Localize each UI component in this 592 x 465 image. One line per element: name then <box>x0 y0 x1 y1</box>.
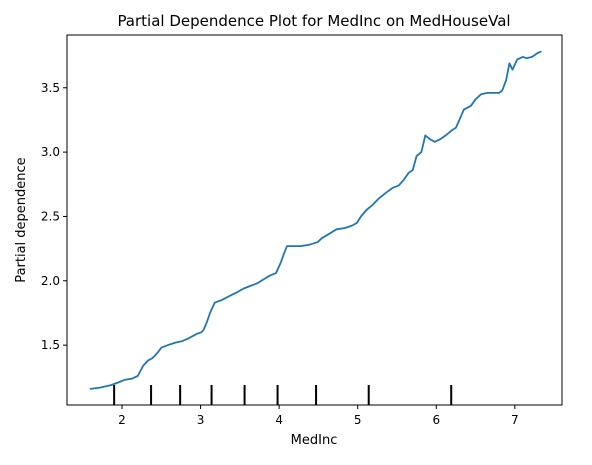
chart-title: Partial Dependence Plot for MedInc on Me… <box>117 12 510 30</box>
y-tick-label: 3.5 <box>41 81 60 95</box>
axes-frame <box>66 34 563 406</box>
x-tick-label: 7 <box>511 413 519 427</box>
x-tick-label: 6 <box>432 413 440 427</box>
plot-area <box>89 50 542 405</box>
series-line <box>89 50 542 390</box>
y-tick-label: 3.0 <box>41 145 60 159</box>
x-axis: 2 3 4 5 6 7 <box>118 405 519 427</box>
y-axis-label: Partial dependence <box>14 157 29 282</box>
y-tick-label: 2.5 <box>41 209 60 223</box>
x-tick-label: 4 <box>275 413 283 427</box>
x-axis-label: MedInc <box>291 433 338 448</box>
x-tick-label: 5 <box>354 413 362 427</box>
y-tick-label: 2.0 <box>41 274 60 288</box>
x-tick-label: 3 <box>197 413 205 427</box>
y-axis: 1.5 2.0 2.5 3.0 3.5 <box>41 81 67 352</box>
x-tick-label: 2 <box>118 413 126 427</box>
y-tick-label: 1.5 <box>41 338 60 352</box>
